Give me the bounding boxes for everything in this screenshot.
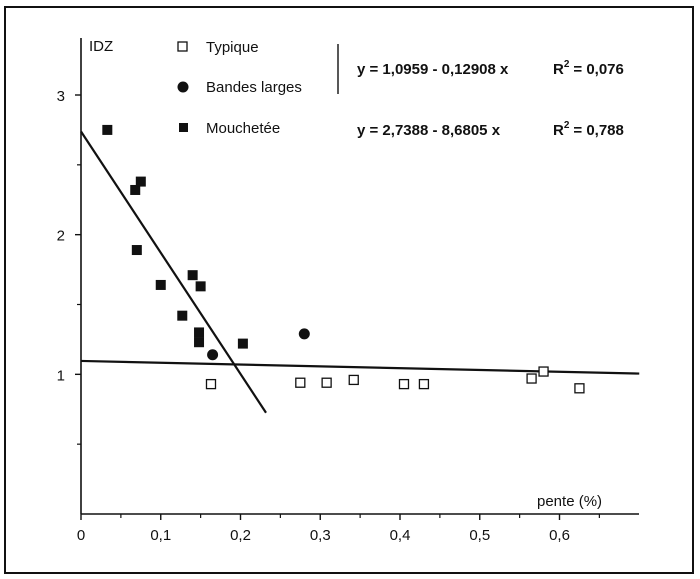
legend-label-mouchetee: Mouchetée xyxy=(206,120,280,137)
x-tick-label-6: 0,6 xyxy=(549,527,570,544)
x-tick-label-5: 0,5 xyxy=(469,527,490,544)
point-typique-3 xyxy=(348,374,359,386)
point-mouchet-e-9 xyxy=(194,337,205,348)
chart-frame xyxy=(4,6,694,574)
point-typique-1 xyxy=(295,377,306,388)
point-typique-0 xyxy=(205,378,217,390)
axes xyxy=(80,38,639,515)
legend-label-bandes-larges: Bandes larges xyxy=(206,79,302,96)
legend: Typique Bandes larges Mouchetée xyxy=(177,39,339,137)
r2-mouchetee: R2 = 0,788 xyxy=(553,120,624,139)
point-mouchet-e-0 xyxy=(102,124,113,135)
point-bandes-larges-1 xyxy=(298,328,310,340)
x-tick-label-3: 0,3 xyxy=(310,527,331,544)
point-mouchet-e-7 xyxy=(195,281,206,292)
point-mouchet-e-1 xyxy=(130,184,141,195)
point-bandes-larges-0 xyxy=(207,349,219,361)
y-tick-label-1: 2 xyxy=(57,228,65,245)
y-tick-label-2: 3 xyxy=(57,88,65,105)
point-typique-7 xyxy=(538,366,549,377)
point-typique-2 xyxy=(321,377,332,388)
fit-lines xyxy=(80,130,640,414)
legend-marker-bandes-larges xyxy=(177,81,189,93)
r2-typique: R2 = 0,076 xyxy=(553,59,624,78)
point-typique-5 xyxy=(418,378,430,390)
x-axis-label: pente (%) xyxy=(537,493,602,510)
equations: y = 1,0959 - 0,12908 x R2 = 0,076 y = 2,7… xyxy=(357,59,624,139)
point-mouchet-e-2 xyxy=(135,176,146,187)
legend-marker-mouchetee xyxy=(179,123,188,132)
x-tick-label-1: 0,1 xyxy=(150,527,171,544)
equation-mouchetee: y = 2,7388 - 8,6805 x xyxy=(357,122,501,139)
data-points xyxy=(102,124,585,394)
x-tick-label-2: 0,2 xyxy=(230,527,251,544)
point-typique-8 xyxy=(574,383,585,394)
equation-typique: y = 1,0959 - 0,12908 x xyxy=(357,61,509,78)
point-typique-6 xyxy=(526,373,537,384)
point-mouchet-e-5 xyxy=(177,310,188,321)
y-tick-label-0: 1 xyxy=(57,367,65,384)
point-mouchet-e-4 xyxy=(155,279,166,290)
point-typique-4 xyxy=(398,378,410,390)
fit-line-1 xyxy=(80,130,267,414)
point-mouchet-e-6 xyxy=(187,270,198,281)
y-axis-label: IDZ xyxy=(89,38,113,55)
legend-marker-typique xyxy=(177,41,188,52)
ticks: 0 0,1 0,2 0,3 0,4 0,5 0,6 1 2 3 xyxy=(57,88,600,544)
x-tick-label-0: 0 xyxy=(77,527,85,544)
point-mouchet-e-8 xyxy=(194,327,205,338)
point-mouchet-e-10 xyxy=(237,338,248,349)
x-tick-label-4: 0,4 xyxy=(390,527,411,544)
fit-line-0 xyxy=(80,359,640,375)
legend-label-typique: Typique xyxy=(206,39,259,56)
point-mouchet-e-3 xyxy=(131,245,142,256)
